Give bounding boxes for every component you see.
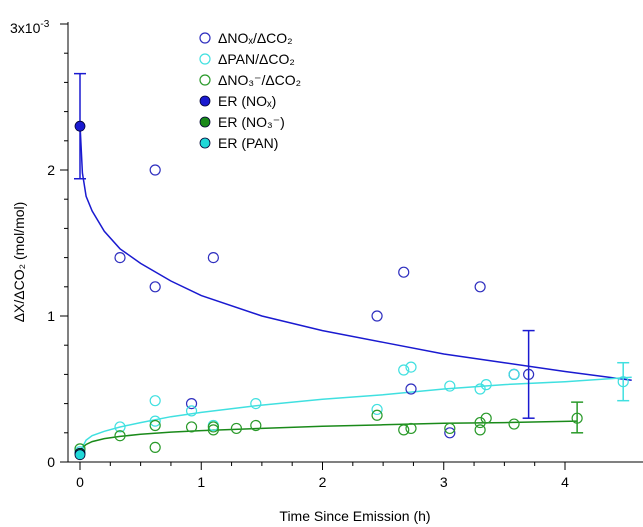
data-point <box>508 368 520 380</box>
data-point <box>444 422 456 435</box>
legend-label: ΔPAN/ΔCO₂ <box>218 51 295 67</box>
fit-line <box>79 420 578 451</box>
data-point <box>571 412 583 424</box>
data-point <box>474 281 486 293</box>
x-tick-label: 0 <box>76 474 84 490</box>
y-tick-label: 0 <box>47 454 55 470</box>
legend-marker <box>199 116 211 128</box>
data-point <box>230 422 243 435</box>
legend: ΔNOₓ/ΔCO₂ ΔPAN/ΔCO₂ ΔNO₃⁻/ΔCO₂ ER (NOₓ) ER (… <box>199 30 301 151</box>
data-point <box>207 252 219 264</box>
legend-marker <box>199 74 211 86</box>
data-point <box>371 403 383 416</box>
x-tick-label: 4 <box>561 474 569 490</box>
data-point <box>149 415 161 427</box>
fit-line <box>79 126 632 381</box>
y-tick-label: 2 <box>47 162 55 178</box>
y-multiplier-label: 3x10-3 <box>10 19 50 36</box>
data-point <box>149 441 161 453</box>
legend-label: ER (PAN) <box>218 135 278 151</box>
data-point <box>405 422 417 435</box>
error-bars <box>74 72 630 434</box>
data-point <box>185 405 198 417</box>
legend-label: ER (NOₓ) <box>218 93 276 109</box>
legend-marker <box>199 32 211 44</box>
x-axis-label: Time Since Emission (h) <box>279 508 430 524</box>
data-point <box>149 395 161 407</box>
data-point <box>617 376 629 388</box>
legend-marker <box>199 53 211 65</box>
data-point <box>250 398 262 410</box>
data-points <box>74 120 629 461</box>
y-tick-label: 1 <box>47 308 55 324</box>
data-point <box>371 409 383 421</box>
legend-marker <box>199 95 211 107</box>
data-point <box>185 421 198 433</box>
data-point <box>444 380 456 392</box>
axes <box>67 22 643 463</box>
x-tick-label: 3 <box>440 474 448 490</box>
data-point <box>74 449 86 461</box>
fit-lines <box>79 126 632 453</box>
data-point <box>398 266 410 278</box>
legend-label: ER (NO₃⁻) <box>218 114 285 130</box>
data-point <box>149 419 161 432</box>
data-point <box>207 421 219 433</box>
legend-marker <box>199 137 211 149</box>
data-point <box>405 383 417 395</box>
ticks: 0 1 2 3 4 0 1 2 <box>47 23 569 490</box>
data-point <box>149 164 161 176</box>
data-point <box>508 418 520 430</box>
data-point <box>474 424 486 436</box>
data-point <box>207 424 219 436</box>
data-point <box>371 310 383 322</box>
legend-label: ΔNO₃⁻/ΔCO₂ <box>218 72 301 88</box>
data-point <box>523 368 535 380</box>
data-point <box>444 427 456 439</box>
data-point <box>114 430 126 442</box>
data-point <box>250 419 262 432</box>
data-point <box>398 364 410 376</box>
data-point <box>74 120 86 132</box>
data-point <box>114 421 126 433</box>
data-point <box>480 379 492 391</box>
data-point <box>185 398 198 410</box>
x-tick-label: 1 <box>197 474 205 490</box>
y-axis-label: ΔX/ΔCO₂ (mol/mol) <box>11 202 27 323</box>
legend-label: ΔNOₓ/ΔCO₂ <box>218 30 293 46</box>
x-tick-label: 2 <box>319 474 327 490</box>
data-point <box>149 281 161 293</box>
data-point <box>480 412 492 424</box>
data-point <box>114 252 126 264</box>
data-point <box>405 361 417 373</box>
fit-line <box>79 376 632 453</box>
data-point <box>398 424 410 436</box>
